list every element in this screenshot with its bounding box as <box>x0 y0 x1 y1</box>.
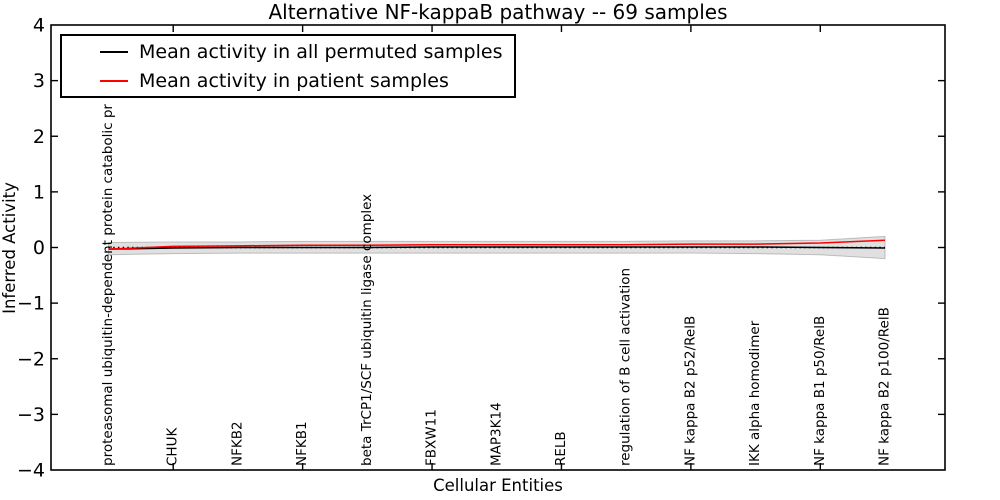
entity-label: proteasomal ubiquitin-dependent protein … <box>100 104 116 466</box>
entity-label: CHUK <box>165 427 181 466</box>
entity-label: NF kappa B1 p50/RelB <box>812 316 828 466</box>
series-line-permuted <box>108 246 886 250</box>
entity-label: NF kappa B2 p52/RelB <box>682 316 698 466</box>
legend-line-black-icon <box>100 50 128 53</box>
legend-line-red-icon <box>100 79 128 82</box>
y-tick-label: −3 <box>17 404 45 426</box>
entity-label: RELB <box>553 431 569 466</box>
y-tick-label: −2 <box>17 348 45 370</box>
y-tick-label: −1 <box>17 293 45 315</box>
y-tick-label: 4 <box>33 15 45 37</box>
series-line-patient <box>108 239 886 250</box>
y-tick-label: 0 <box>33 237 45 259</box>
y-tick-label: 2 <box>33 126 45 148</box>
entity-label: beta TrCP1/SCF ubiquitin ligase complex <box>359 194 375 466</box>
entity-label: FBXW11 <box>424 409 440 466</box>
legend: Mean activity in all permuted samples Me… <box>60 34 516 98</box>
x-axis-label: Cellular Entities <box>433 476 563 495</box>
y-tick-label: 1 <box>33 181 45 203</box>
legend-item-patient: Mean activity in patient samples <box>62 68 514 94</box>
legend-label-permuted: Mean activity in all permuted samples <box>139 40 503 63</box>
entity-label: NFKB1 <box>294 421 310 466</box>
y-tick-label: −4 <box>17 460 45 482</box>
entity-label: NF kappa B2 p100/RelB <box>877 307 893 466</box>
y-axis-label: Inferred Activity <box>0 182 19 314</box>
chart-title: Alternative NF-kappaB pathway -- 69 samp… <box>268 0 728 24</box>
entity-label: regulation of B cell activation <box>618 268 634 466</box>
y-tick-label: 3 <box>33 70 45 92</box>
legend-item-permuted: Mean activity in all permuted samples <box>62 39 514 65</box>
entity-label: MAP3K14 <box>488 402 504 466</box>
entity-label: IKK alpha homodimer <box>747 320 763 466</box>
entity-label: NFKB2 <box>229 421 245 466</box>
legend-label-patient: Mean activity in patient samples <box>139 69 449 92</box>
